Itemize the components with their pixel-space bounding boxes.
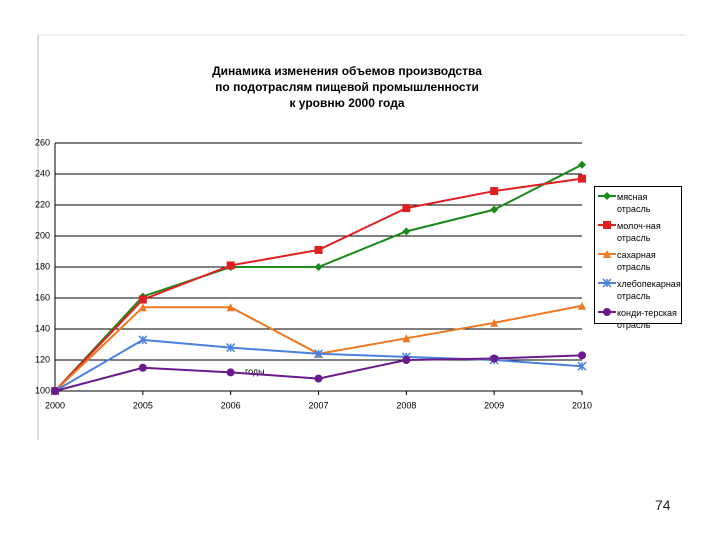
y-tick-label: 260 xyxy=(35,137,50,147)
marker xyxy=(603,192,611,200)
legend: мясная отрасль молоч-ная отрасль сахарная … xyxy=(594,186,682,330)
marker xyxy=(490,205,499,214)
y-tick-label: 220 xyxy=(35,199,50,209)
y-tick-label: 140 xyxy=(35,323,50,333)
legend-label: мясная отрасль xyxy=(617,192,651,214)
y-tick-label: 180 xyxy=(35,261,50,271)
legend-entry: молоч-ная отрасль xyxy=(597,220,679,244)
series-line xyxy=(54,338,583,392)
y-tick-label: 200 xyxy=(35,230,50,240)
x-axis-label: годы xyxy=(245,366,265,376)
marker xyxy=(490,187,499,196)
marker xyxy=(138,295,147,304)
marker xyxy=(603,308,611,316)
marker xyxy=(313,349,324,359)
y-tick-label: 100 xyxy=(35,385,50,395)
legend-entry: хлебопекарная отрасль xyxy=(597,278,681,302)
legend-label: молоч-ная отрасль xyxy=(617,221,661,243)
y-tick-label: 160 xyxy=(35,292,50,302)
legend-entry: конди-терская отрасль xyxy=(597,307,679,331)
x-tick-label: 2010 xyxy=(572,400,592,410)
y-tick-label: 240 xyxy=(35,168,50,178)
chart-title: по подотраслям пищевой промышленности xyxy=(215,80,479,94)
x-tick-label: 2005 xyxy=(133,400,153,410)
legend-icon xyxy=(598,192,616,200)
y-tick-label: 120 xyxy=(35,354,50,364)
x-tick-label: 2007 xyxy=(308,400,328,410)
legend-icon xyxy=(598,278,616,288)
marker xyxy=(578,160,586,169)
marker xyxy=(314,245,323,254)
x-tick-label: 2009 xyxy=(484,400,504,410)
legend-icon xyxy=(598,221,616,229)
marker xyxy=(138,363,147,372)
series-line xyxy=(54,177,583,392)
chart-title: Динамика изменения объемов производства xyxy=(212,64,482,78)
marker xyxy=(402,334,411,343)
marker xyxy=(226,303,235,312)
marker xyxy=(603,221,611,229)
chart-title: к уровню 2000 года xyxy=(289,96,404,110)
legend-icon xyxy=(598,250,616,258)
legend-entry: мясная отрасль xyxy=(597,191,679,215)
x-tick-label: 2006 xyxy=(221,400,241,410)
marker xyxy=(226,368,235,377)
marker xyxy=(578,351,586,360)
marker xyxy=(138,303,147,312)
x-tick-label: 2000 xyxy=(45,400,65,410)
legend-entry: сахарная отрасль xyxy=(597,249,679,273)
marker xyxy=(51,387,59,395)
marker xyxy=(314,374,323,383)
marker xyxy=(138,335,148,345)
marker xyxy=(226,261,235,270)
marker xyxy=(490,318,499,327)
legend-label: хлебопекарная отрасль xyxy=(617,279,681,301)
marker xyxy=(402,227,411,236)
marker xyxy=(577,361,587,371)
marker xyxy=(226,343,236,353)
marker xyxy=(578,174,586,183)
marker xyxy=(314,263,323,271)
marker xyxy=(490,354,499,363)
x-tick-label: 2008 xyxy=(396,400,416,410)
legend-label: сахарная отрасль xyxy=(617,250,656,272)
marker xyxy=(402,204,411,213)
marker xyxy=(402,356,411,364)
marker xyxy=(578,301,586,310)
marker xyxy=(603,250,611,258)
page-number: 74 xyxy=(655,497,671,513)
marker xyxy=(602,278,612,288)
legend-icon xyxy=(598,308,616,316)
legend-label: конди-терская отрасль xyxy=(617,308,677,330)
